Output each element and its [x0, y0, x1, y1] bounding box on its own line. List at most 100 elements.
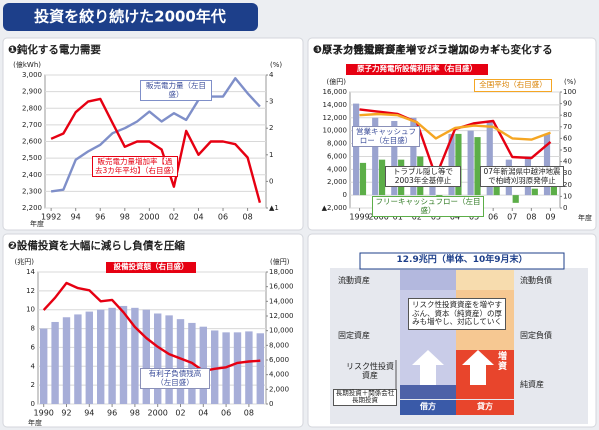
bar: [486, 121, 493, 196]
liability-label: 固定負債: [520, 331, 552, 340]
bar: [372, 117, 379, 196]
y-tick-label: 2,900: [22, 88, 42, 96]
y2-tick-label: 16,000: [269, 283, 294, 291]
debit-box: [400, 400, 456, 415]
y2-tick-label: 12,000: [269, 312, 294, 320]
x-tick-label: 04: [193, 213, 203, 222]
chart-title: ❶鈍化する電力需要: [8, 43, 101, 56]
asset-label: 長期投資＋関係会社長期投資: [333, 389, 397, 406]
x-tick-label: 94: [71, 213, 81, 222]
y-tick-label: 12: [26, 287, 35, 295]
y2-tick-label: 90: [563, 100, 572, 108]
y2-tick-label: 2: [269, 124, 273, 132]
bar: [154, 313, 162, 404]
x-tick-label: 09: [545, 213, 555, 222]
bar: [353, 103, 360, 196]
bar: [448, 133, 455, 196]
y2-tick-label: 3: [269, 98, 273, 106]
asset-block: [400, 385, 456, 399]
y-tick-label: 6: [31, 343, 36, 351]
series-label: 原子力発電所設備利用率（右目盛）: [346, 64, 488, 75]
bar: [176, 319, 185, 404]
x-tick-label: 96: [107, 409, 117, 418]
x-tick-label: 06: [221, 409, 231, 418]
x-tick-label: 08: [244, 409, 254, 418]
note: リスク性投資資産を増やすぶん、資本（純資産）の厚みも増やし、対応していく: [408, 298, 506, 330]
debit: 借方: [420, 402, 436, 411]
y-tick-label: 3,000: [22, 71, 42, 79]
chart-title: ❸原子力発電所がキャッシュ増加のカギ: [313, 43, 501, 56]
y-tick-label: 12,000: [323, 114, 348, 122]
liability-label: 流動負債: [520, 276, 552, 285]
x-tick-label: 07: [507, 213, 517, 222]
y-tick-label: 0: [31, 400, 35, 408]
bar: [142, 309, 150, 404]
bar: [543, 133, 551, 196]
y2-tick-label: 10: [563, 192, 572, 200]
title-banner: [3, 3, 258, 31]
y-tick-label: 14: [26, 268, 35, 276]
x-tick-label: 96: [95, 213, 105, 222]
bar: [256, 333, 264, 404]
arrow: [462, 350, 494, 385]
y2-tick-label: ▲1: [269, 204, 279, 212]
capital-increase: 増資: [498, 352, 508, 373]
y-tick-label: 10,000: [323, 127, 348, 135]
y2-tick-label: 18,000: [269, 268, 294, 276]
y-tick-label: 2,600: [22, 138, 42, 146]
y-tick-label: 2,000: [327, 178, 347, 186]
x-tick-label: 1990: [34, 409, 54, 418]
annotation: 07年新潟県中越沖地震で柏崎刈羽原発停止: [480, 166, 564, 188]
y-tick-label: 16,000: [323, 88, 348, 96]
bar: [62, 317, 71, 404]
bar: [40, 328, 48, 404]
credit-box: [456, 400, 514, 415]
page-title: 投資を絞り続けた2000年代: [34, 8, 226, 26]
y2-tick-label: 40: [563, 158, 572, 166]
bar: [531, 188, 538, 196]
y2-tick-label: 0: [269, 400, 273, 408]
line: [359, 112, 551, 141]
bar: [233, 332, 242, 404]
y-tick-label: 14,000: [323, 101, 348, 109]
bar: [455, 133, 462, 196]
asset-block: [400, 270, 456, 290]
liability-block: [456, 270, 514, 290]
x-tick-label: 98: [130, 409, 140, 418]
bar: [378, 159, 386, 196]
x-tick-label: 02: [175, 409, 185, 418]
bar: [97, 309, 105, 404]
bar: [512, 195, 519, 203]
x-tick-label: 02: [169, 213, 179, 222]
y2-tick-label: 70: [563, 123, 572, 131]
x-tick-label: 06: [488, 213, 498, 222]
asset-label: 流動資産: [338, 276, 370, 285]
y2-tick-label: 100: [563, 88, 576, 96]
x-axis-unit: 年度: [30, 219, 44, 228]
y-axis-unit: (兆円): [15, 257, 35, 266]
y2-tick-label: 14,000: [269, 297, 294, 305]
total: 12.9兆円（単体、10年9月末）: [396, 255, 528, 265]
liability-label: 純資産: [520, 380, 544, 389]
bar: [74, 314, 82, 404]
y2-tick-label: 4: [269, 71, 274, 79]
asset-label: 固定資産: [338, 331, 370, 340]
y2-tick-label: 0: [563, 204, 567, 212]
y2-axis-unit: (%): [270, 61, 282, 69]
bar: [131, 307, 139, 404]
y2-axis-unit: (億円): [270, 257, 290, 266]
x-tick-label: 1992: [41, 213, 61, 222]
y-tick-label: 10: [26, 306, 35, 314]
x-tick-label: 98: [120, 213, 130, 222]
y2-tick-label: 20: [563, 181, 572, 189]
bar: [391, 121, 398, 196]
bar: [474, 137, 481, 196]
y-tick-label: 8: [31, 325, 35, 333]
bar: [211, 330, 219, 404]
x-tick-label: 08: [526, 213, 536, 222]
bar: [51, 321, 59, 404]
y-tick-label: 2,300: [22, 187, 42, 195]
y2-tick-label: 0: [269, 177, 273, 185]
x-tick-label: 2000: [139, 213, 159, 222]
